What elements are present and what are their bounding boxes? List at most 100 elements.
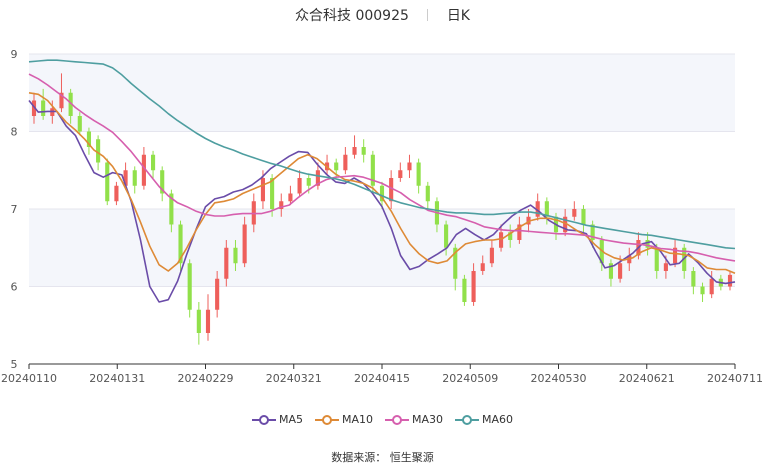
candle-body xyxy=(691,271,696,287)
legend-label: MA30 xyxy=(412,413,444,426)
candle-body xyxy=(68,92,73,116)
candle-body xyxy=(215,278,220,310)
candle-body xyxy=(123,170,128,186)
candle-body xyxy=(31,100,37,116)
candle-body xyxy=(334,162,339,171)
x-tick-label: 20240229 xyxy=(178,372,234,385)
series-line-ma10 xyxy=(28,92,736,275)
legend-item-ma5[interactable]: MA5 xyxy=(251,413,303,426)
y-tick-label: 7 xyxy=(11,203,18,216)
y-tick-label: 8 xyxy=(11,126,18,139)
candle-body xyxy=(672,247,678,264)
candle-body xyxy=(178,224,183,264)
x-tick-label: 20240530 xyxy=(531,372,587,385)
candle-body xyxy=(288,193,293,202)
x-tick-label: 20240711 xyxy=(707,372,763,385)
candle-body xyxy=(508,232,513,240)
candle-body xyxy=(709,278,714,295)
title-divider xyxy=(427,9,429,21)
series-line-ma5 xyxy=(28,99,736,303)
candle-body xyxy=(59,92,64,109)
legend-marker-icon xyxy=(385,415,409,425)
legend-item-ma30[interactable]: MA30 xyxy=(385,413,443,426)
candle-body xyxy=(77,116,82,132)
candle-body xyxy=(727,274,733,287)
candle-body xyxy=(141,154,146,186)
candle-body xyxy=(480,263,485,271)
candle-body xyxy=(517,224,522,240)
candle-body xyxy=(132,170,137,186)
candle-body xyxy=(370,154,375,186)
chart-title: 众合科技 000925 xyxy=(295,8,409,24)
candle-body xyxy=(224,247,229,279)
candle-body xyxy=(425,185,430,202)
candle-body xyxy=(379,185,385,202)
candle-body xyxy=(663,263,668,271)
candle-body xyxy=(498,232,504,248)
candle-body xyxy=(608,263,614,279)
candle-body xyxy=(279,201,284,209)
y-tick-label: 9 xyxy=(11,48,18,61)
x-tick-label: 20240509 xyxy=(442,372,498,385)
x-tick-label: 20240110 xyxy=(1,372,57,385)
candle-body xyxy=(233,247,238,264)
candle-body xyxy=(315,170,320,186)
x-tick-label: 20240321 xyxy=(266,372,322,385)
legend-item-ma60[interactable]: MA60 xyxy=(455,413,513,426)
legend-marker-icon xyxy=(455,415,480,425)
candle-body xyxy=(599,240,604,264)
candle-body xyxy=(389,178,394,202)
candle-body xyxy=(105,162,110,202)
candle-body xyxy=(398,170,403,178)
candle-body xyxy=(86,131,92,147)
x-tick-label: 20240415 xyxy=(354,372,410,385)
legend-marker-icon xyxy=(251,415,276,425)
candle-body xyxy=(306,178,311,186)
candle-body xyxy=(535,201,540,217)
candle-body xyxy=(462,278,467,302)
candle-body xyxy=(645,240,650,248)
candle-body xyxy=(150,154,156,171)
candle-body xyxy=(489,247,494,264)
candle-body xyxy=(343,154,348,171)
candle-body xyxy=(471,271,476,302)
candle-body xyxy=(242,224,247,264)
candle-body xyxy=(96,139,101,163)
series-line-ma30 xyxy=(28,73,736,262)
candle-body xyxy=(563,216,568,233)
y-tick-label: 5 xyxy=(11,358,18,371)
candle-body xyxy=(114,185,119,202)
period-label[interactable]: 日K xyxy=(446,8,470,24)
candle-body xyxy=(700,286,705,295)
candle-body xyxy=(260,178,266,202)
legend-label: MA5 xyxy=(278,413,303,426)
source-name: 恒生聚源 xyxy=(389,451,434,464)
candle-body xyxy=(41,100,46,116)
x-tick-label: 20240621 xyxy=(619,372,675,385)
candle-body xyxy=(352,147,357,155)
candle-body xyxy=(407,162,412,171)
legend-marker-icon xyxy=(314,415,339,425)
grid-band xyxy=(29,54,735,132)
candle-body xyxy=(444,224,449,248)
legend-item-ma10[interactable]: MA10 xyxy=(314,413,373,426)
candle-body xyxy=(416,162,421,186)
source-label: 数据来源： xyxy=(331,451,387,464)
candle-body xyxy=(526,216,531,225)
legend-label: MA60 xyxy=(482,413,514,426)
candle-body xyxy=(544,201,549,217)
candle-body xyxy=(618,263,623,279)
series-line-ma60 xyxy=(28,59,736,250)
chart-legend: MA5 MA10 MA30 MA60 xyxy=(0,413,765,426)
candle-body xyxy=(196,309,201,333)
candle-body xyxy=(453,247,458,279)
candle-body xyxy=(297,178,302,194)
candle-body xyxy=(361,147,366,155)
y-tick-label: 6 xyxy=(11,281,18,294)
x-tick-label: 20240131 xyxy=(89,372,145,385)
candle-body xyxy=(187,263,192,310)
candle-body xyxy=(169,193,174,225)
candle-body xyxy=(572,209,577,217)
